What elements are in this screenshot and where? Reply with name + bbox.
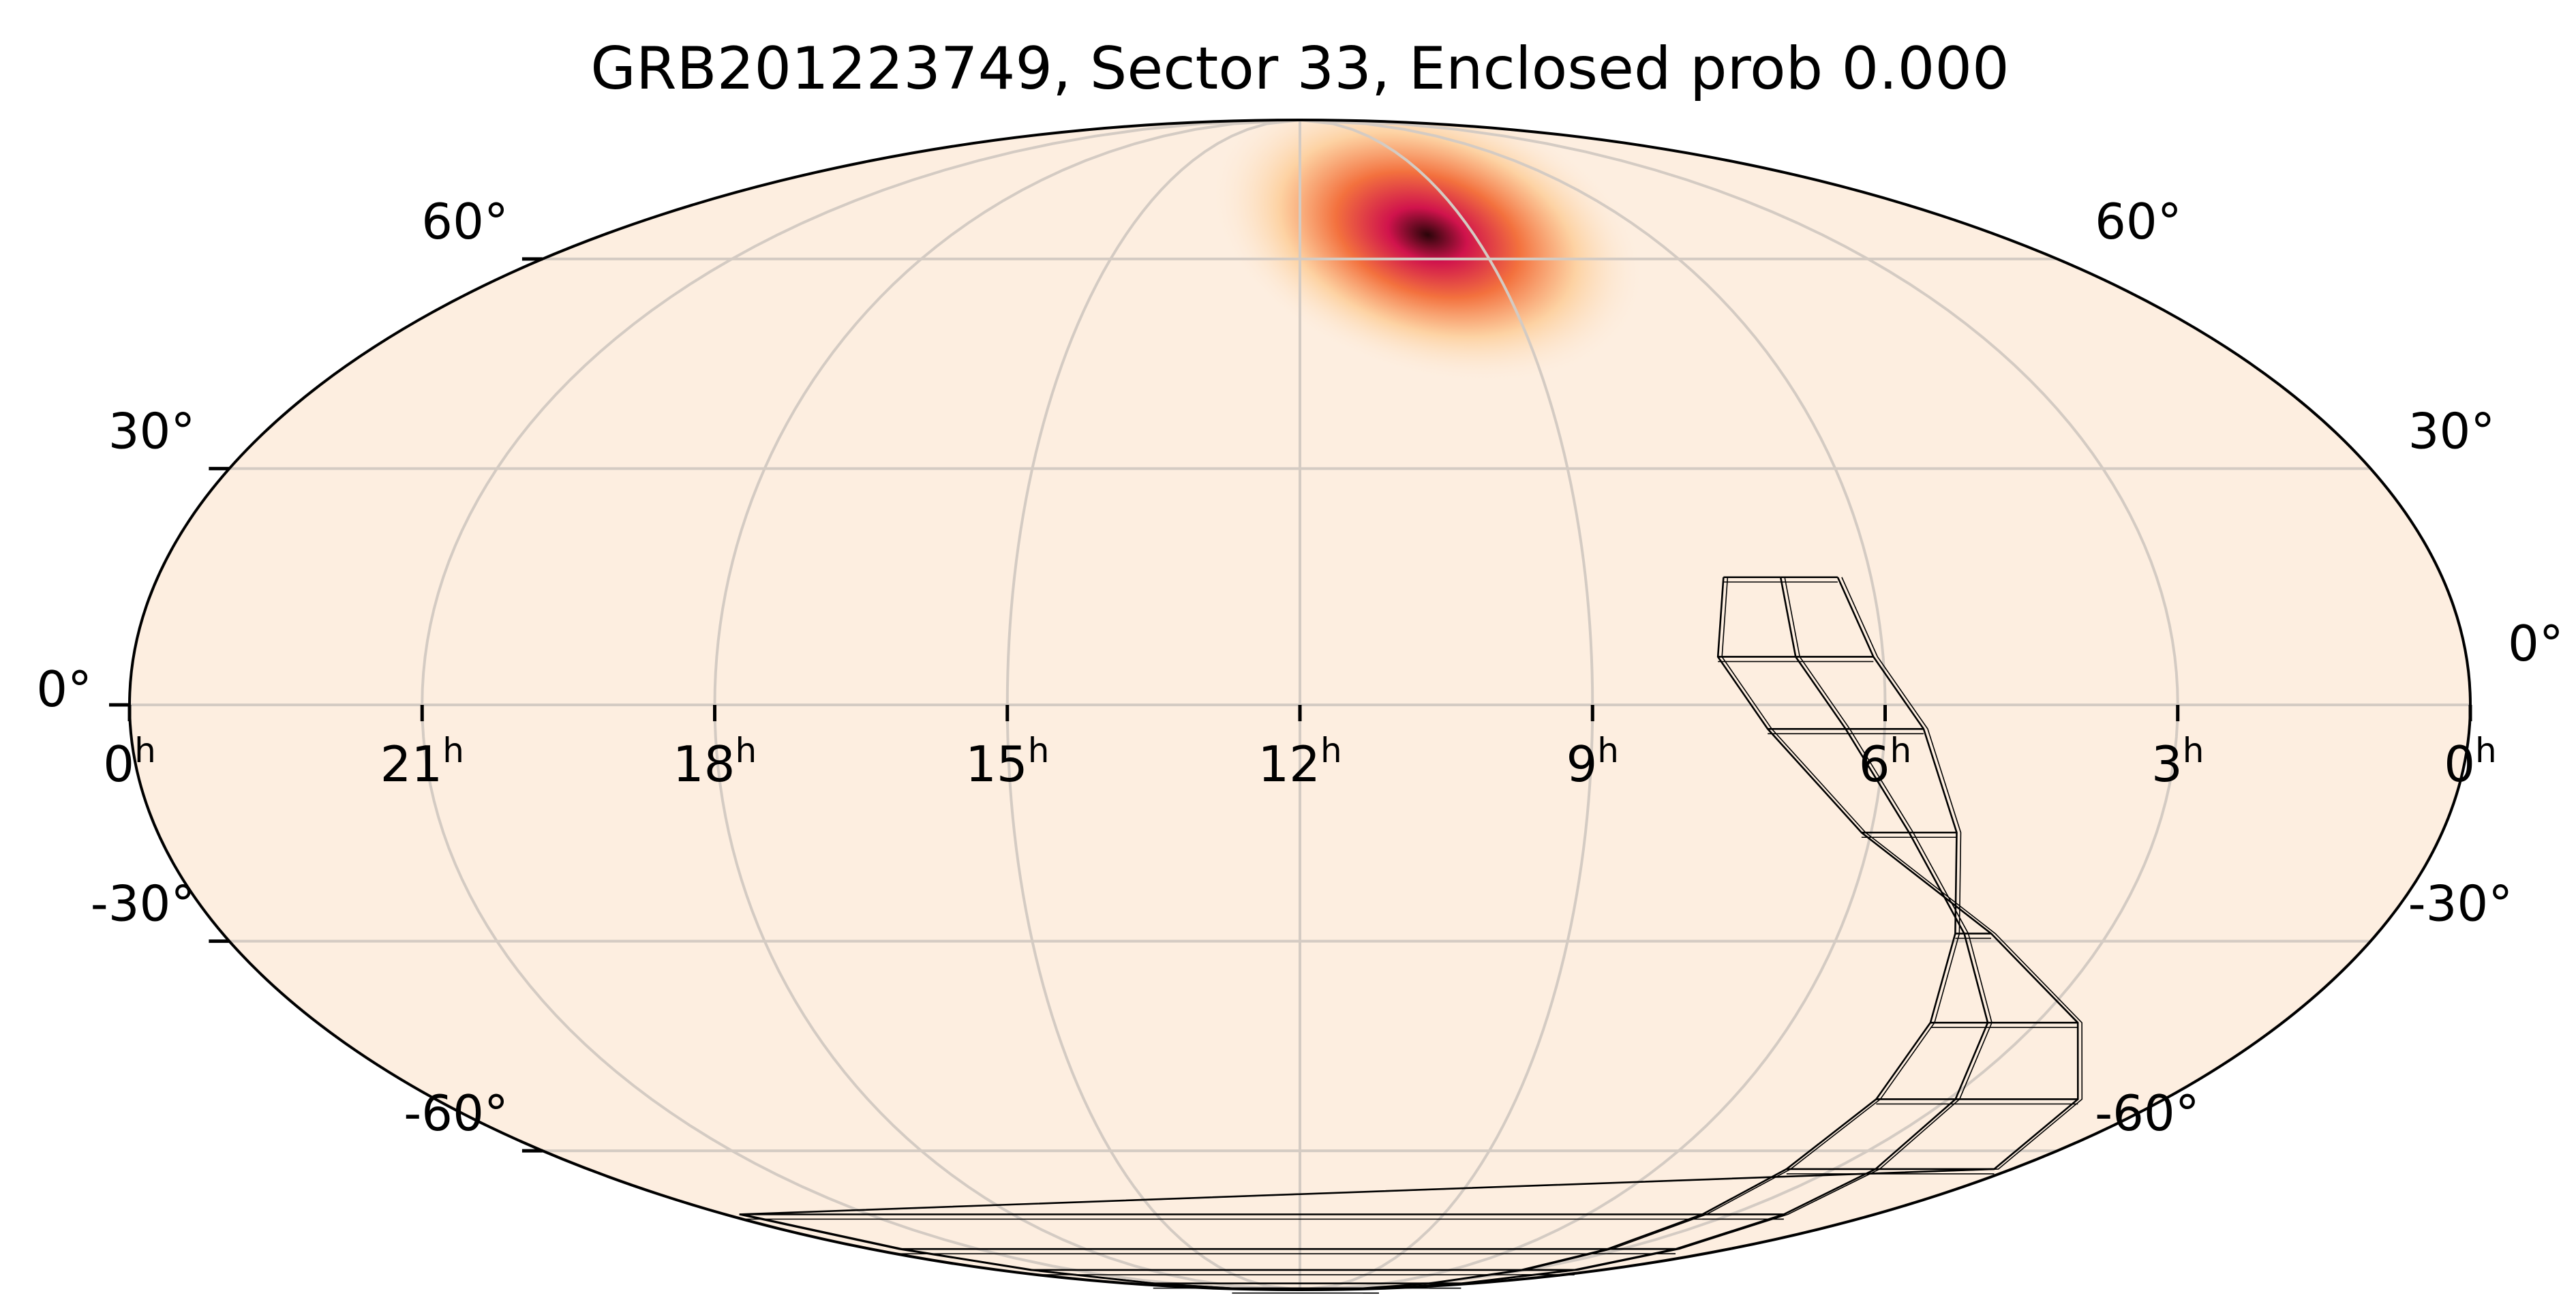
dec-tick-label-left: 0° (36, 661, 92, 718)
chart-title: GRB201223749, Sector 33, Enclosed prob 0… (590, 35, 2010, 103)
dec-tick-label-right: 0° (2508, 615, 2564, 672)
sector-footprint (739, 576, 2083, 1294)
dec-tick-label-right: -30° (2408, 875, 2513, 933)
probability-heatmap-layer (1209, 120, 1646, 385)
ra-tick-label: 18h (673, 731, 757, 793)
ra-tick-label: 0h (2444, 731, 2497, 793)
dec-tick-label-left: -60° (404, 1085, 509, 1142)
ra-tick-label: 3h (2151, 731, 2204, 793)
dec-tick-label-right: 60° (2095, 193, 2182, 250)
probability-blob (1209, 120, 1646, 385)
dec-tick-label-left: 60° (421, 193, 509, 250)
dec-tick-label-right: 30° (2408, 402, 2496, 459)
dec-tick-label-left: 30° (108, 402, 196, 459)
axis-ticks (109, 257, 2472, 1153)
ra-tick-label: 21h (380, 731, 464, 793)
dec-tick-label-left: -30° (91, 875, 196, 933)
dec-tick-label-right: -60° (2095, 1085, 2200, 1142)
